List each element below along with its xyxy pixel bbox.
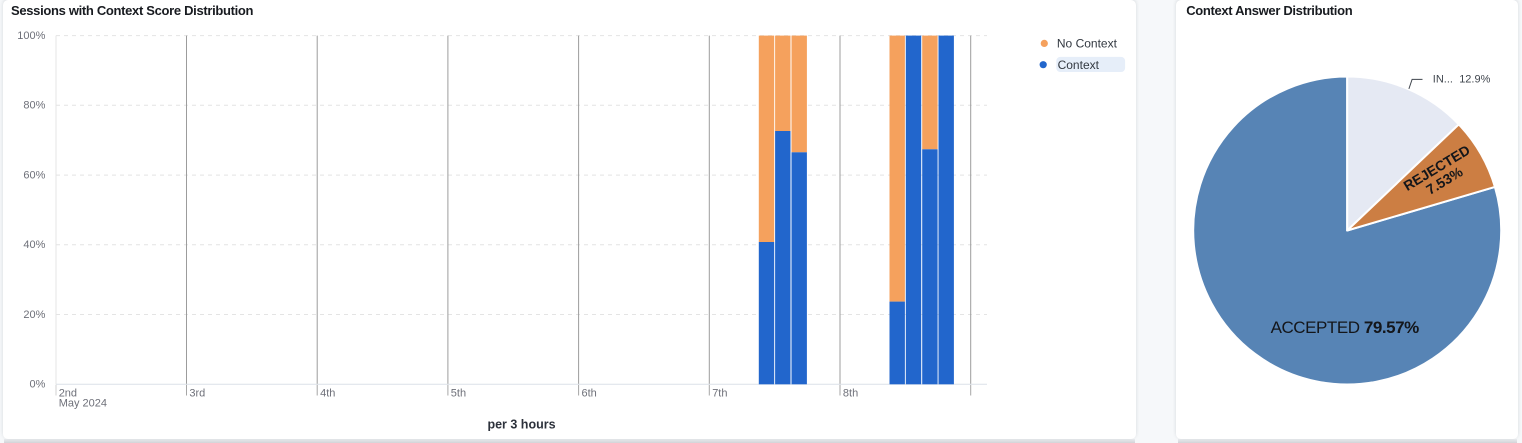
svg-text:3rd: 3rd	[189, 387, 205, 399]
svg-text:8th: 8th	[843, 387, 858, 399]
svg-text:2nd: 2nd	[59, 387, 77, 399]
svg-text:40%: 40%	[23, 239, 45, 251]
svg-text:100%: 100%	[17, 30, 45, 42]
svg-text:ACCEPTED 79.57%: ACCEPTED 79.57%	[1271, 318, 1420, 337]
svg-text:20%: 20%	[23, 309, 45, 321]
svg-text:per 3 hours: per 3 hours	[487, 418, 555, 432]
svg-text:Context Answer Distribution: Context Answer Distribution	[1186, 3, 1353, 18]
svg-text:5th: 5th	[451, 387, 466, 399]
svg-text:May 2024: May 2024	[59, 398, 107, 410]
svg-text:80%: 80%	[23, 100, 45, 112]
svg-text:0%: 0%	[29, 379, 45, 391]
svg-text:Context: Context	[1058, 58, 1100, 72]
svg-text:No Context: No Context	[1057, 37, 1118, 51]
svg-text:7th: 7th	[712, 387, 727, 399]
svg-text:12.9%: 12.9%	[1459, 73, 1490, 85]
svg-text:60%: 60%	[23, 170, 45, 182]
svg-text:IN...: IN...	[1433, 73, 1453, 85]
svg-text:Sessions with Context Score Di: Sessions with Context Score Distribution	[11, 3, 254, 18]
svg-text:4th: 4th	[320, 387, 335, 399]
svg-text:6th: 6th	[582, 387, 597, 399]
